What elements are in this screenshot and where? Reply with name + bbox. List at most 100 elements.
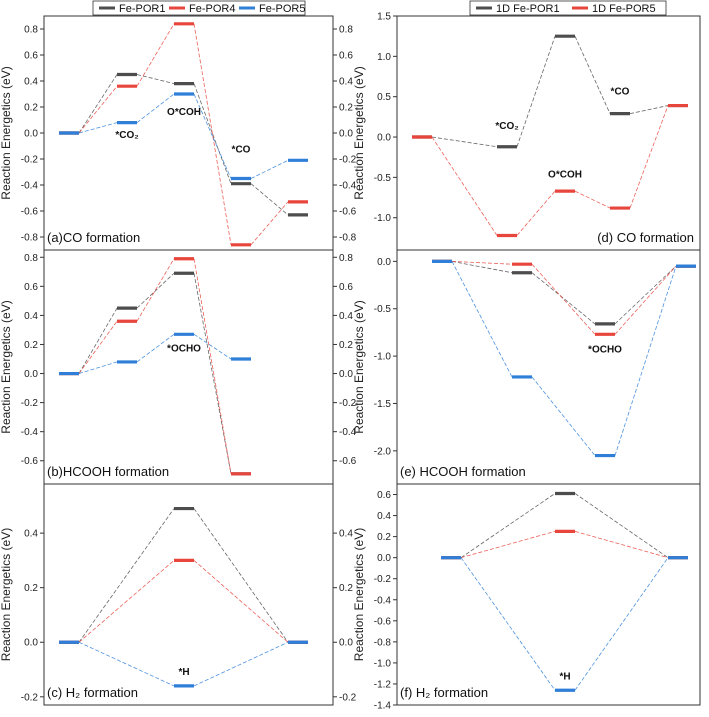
y-tick-label: 0.2 <box>24 103 38 114</box>
y-tick-label: -1.2 <box>374 679 392 690</box>
connector-line <box>193 560 289 643</box>
y-tick-label: 0.6 <box>24 282 38 293</box>
y-tick-label: -0.5 <box>374 173 392 184</box>
panel-c: 0.4 0.2 0.0 -0.2 0.4 0.2 0.0 -0.2 Reaction Energ… <box>0 483 357 706</box>
panel-title: (c) H₂ formation <box>47 685 138 700</box>
connector-line <box>136 272 175 309</box>
y-axis-label: Reaction Energetics (eV) <box>0 528 13 661</box>
series-series-3 <box>432 259 696 458</box>
connector-line <box>78 320 118 374</box>
y-right-tick-label: 0.8 <box>339 25 353 36</box>
y-tick-label: 0.5 <box>377 92 391 103</box>
panel-frame <box>396 15 701 251</box>
panel-frame <box>43 249 334 485</box>
panel-title: (a)CO formation <box>47 230 140 245</box>
y-tick-label: -0.4 <box>21 181 39 192</box>
y-right-tick-label: -0.4 <box>339 181 357 192</box>
y-tick-label: -0.6 <box>21 207 39 218</box>
y-tick-label: -0.8 <box>374 637 392 648</box>
y-tick-label: 0.0 <box>24 129 38 140</box>
series-1d-fe-por5 <box>441 529 688 560</box>
annotation-label: *OCHO <box>588 344 622 355</box>
annotation-label: *H <box>178 667 189 678</box>
connector-line <box>250 183 289 216</box>
connector-line <box>136 23 175 87</box>
y-axis-label: Reaction Energetics (eV) <box>0 66 13 199</box>
connector-line <box>614 265 677 325</box>
y-right-tick-label: 0.0 <box>339 129 353 140</box>
y-tick-label: 0.0 <box>24 638 38 649</box>
panel-f: 0.6 0.4 0.2 0.0 -0.2 -0.4 -0.6 -0.8 -1.0 -1.2 -1.4… <box>352 483 701 712</box>
y-right-tick-label: 0.4 <box>339 529 353 540</box>
connector-line <box>460 530 556 559</box>
y-right-tick-label: -0.2 <box>339 692 357 703</box>
y-right-tick-label: -0.2 <box>339 398 357 409</box>
panel-a: 0.8 0.6 0.4 0.2 0.0 -0.2 -0.4 -0.6 -0.8 0.8 0.6 0.4… <box>0 15 357 251</box>
y-right-tick-label: 0.4 <box>339 311 353 322</box>
connector-line <box>136 93 175 123</box>
connector-line <box>78 307 118 374</box>
legend: 1D Fe-POR1 1D Fe-POR5 <box>469 0 667 16</box>
connector-line <box>193 641 289 687</box>
y-right-tick-label: 0.8 <box>339 253 353 264</box>
panel-frame <box>396 483 701 706</box>
y-right-tick-label: -0.6 <box>339 207 357 218</box>
connector-line <box>516 190 556 236</box>
connector-line <box>250 159 289 179</box>
y-tick-label: 0.4 <box>24 77 38 88</box>
legend-entry: Fe-POR1 <box>99 3 165 15</box>
connector-line <box>431 136 498 236</box>
y-tick-label: 0.8 <box>24 253 38 264</box>
connector-line <box>451 260 513 265</box>
y-right-tick-label: 0.6 <box>339 51 353 62</box>
series-fe-por5 <box>59 92 308 181</box>
connector-line <box>193 273 232 474</box>
connector-line <box>629 105 669 209</box>
y-tick-label: 0.6 <box>377 490 391 501</box>
legend-label: Fe-POR1 <box>119 3 165 15</box>
panel-title: (b)HCOOH formation <box>47 464 169 479</box>
connector-line <box>531 263 596 335</box>
panel-title: (e) HCOOH formation <box>400 464 526 479</box>
y-right-tick-label: -0.2 <box>339 155 357 166</box>
y-tick-label: -0.2 <box>21 692 39 703</box>
y-right-tick-label: 0.4 <box>339 77 353 88</box>
series-1d-fe-por5 <box>432 259 696 336</box>
connector-line <box>531 272 596 325</box>
annotation-label: *CO₂ <box>115 130 138 141</box>
y-tick-label: 0.0 <box>24 369 38 380</box>
legend-label: Fe-POR4 <box>189 3 235 15</box>
y-tick-label: 0.0 <box>377 257 391 268</box>
legend-label: Fe-POR5 <box>259 3 305 15</box>
y-tick-label: 0.2 <box>377 532 391 543</box>
annotation-label: *CO <box>232 145 251 156</box>
legend-entry: Fe-POR5 <box>239 3 305 15</box>
connector-line <box>193 333 232 360</box>
y-tick-label: 0.0 <box>377 133 391 144</box>
annotation-label: O*COH <box>548 169 582 180</box>
legend-entry: Fe-POR4 <box>169 3 235 15</box>
series-fe-por1 <box>59 271 251 476</box>
connector-line <box>78 508 175 643</box>
panel-d: 1.5 1.0 0.5 0.0 -0.5 -1.0 Reaction Energetics … <box>352 12 701 251</box>
series-series-3 <box>441 556 688 692</box>
legend-frame <box>469 0 667 16</box>
connector-line <box>193 258 232 474</box>
connector-line <box>451 260 513 274</box>
series-1d-fe-por1 <box>412 34 688 149</box>
series-1d-fe-por5 <box>412 103 688 238</box>
legend-label: 1D Fe-POR5 <box>592 3 656 15</box>
annotation-label: *OCHO <box>167 344 201 355</box>
annotation-label: *H <box>559 672 570 683</box>
y-tick-label: -1.4 <box>374 701 392 712</box>
y-tick-label: -0.2 <box>21 398 39 409</box>
connector-line <box>574 493 669 558</box>
legend-entry: 1D Fe-POR1 <box>476 3 560 15</box>
connector-line <box>78 122 118 134</box>
y-tick-label: 1.0 <box>377 52 391 63</box>
y-tick-label: -1.0 <box>374 352 392 363</box>
series-fe-por5 <box>59 332 251 376</box>
connector-line <box>574 557 669 691</box>
connector-line <box>78 361 118 374</box>
connector-line <box>574 36 611 114</box>
